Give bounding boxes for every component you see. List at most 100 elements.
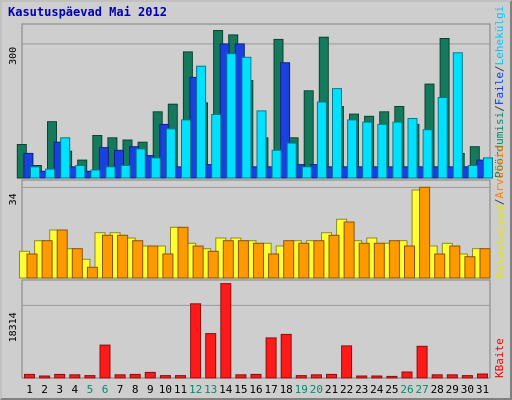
bar-arvuteid-day-28 — [434, 253, 446, 279]
x-tick-label-30: 30 — [461, 383, 474, 396]
bar-lehek-lgi-day-30 — [467, 165, 478, 179]
bar-arvuteid-day-4 — [71, 248, 83, 279]
bar-kbaite-day-11 — [175, 375, 186, 379]
x-tick-label-24: 24 — [370, 383, 384, 396]
bar-arvuteid-day-11 — [177, 226, 189, 279]
legend: KBaite — [493, 338, 506, 378]
x-tick-label-1: 1 — [26, 383, 33, 396]
bar-kbaite-day-20 — [310, 374, 322, 379]
x-tick-label-8: 8 — [132, 383, 139, 396]
bar-kbaite-day-13 — [205, 333, 217, 379]
bar-lehek-lgi-day-4 — [75, 165, 86, 179]
bar-arvuteid-day-26 — [404, 245, 415, 279]
x-tick-label-23: 23 — [355, 383, 368, 396]
x-tick-label-28: 28 — [431, 383, 444, 396]
x-tick-label-12: 12 — [189, 383, 202, 396]
bar-lehek-lgi-day-2 — [45, 168, 56, 179]
legend-separator: / — [493, 199, 506, 206]
bar-kbaite-day-5 — [84, 375, 96, 379]
bar-lehek-lgi-day-26 — [407, 118, 418, 179]
x-tick-label-7: 7 — [117, 383, 124, 396]
bar-lehek-lgi-day-16 — [256, 110, 267, 179]
x-tick-label-17: 17 — [264, 383, 277, 396]
bar-kbaite-day-18 — [280, 333, 292, 379]
bar-lehek-lgi-day-1 — [30, 166, 40, 179]
bar-arvuteid-day-19 — [298, 242, 310, 279]
bar-arvuteid-day-20 — [313, 240, 325, 279]
legend: Pöördumisi/Faile/Lehekülgi — [493, 6, 506, 178]
bar-kbaite-day-31 — [477, 373, 488, 379]
bar-lehek-lgi-day-31 — [483, 157, 493, 179]
bar-arvuteid-day-27 — [419, 186, 431, 279]
legend-entry: Lehekülgi — [493, 6, 506, 66]
bar-kbaite-day-14 — [220, 283, 232, 379]
legend-entry: Pöördumisi — [493, 112, 506, 178]
y-max-label: 18314 — [8, 312, 19, 342]
bar-lehek-lgi-day-15 — [241, 56, 252, 179]
bar-arvuteid-day-16 — [253, 242, 264, 279]
bar-kbaite-day-22 — [341, 345, 353, 379]
x-tick-label-5: 5 — [87, 383, 94, 396]
bar-arvuteid-day-14 — [222, 240, 234, 279]
bar-arvuteid-day-25 — [388, 240, 400, 279]
legend-entry: Arvuteid — [493, 146, 506, 199]
bar-faile-day-1 — [23, 152, 34, 179]
x-tick-label-13: 13 — [204, 383, 217, 396]
panel-bottom: 18314 KBaite — [8, 279, 506, 379]
legend-entry: Faile — [493, 72, 506, 105]
bar-kbaite-day-6 — [99, 344, 111, 379]
bar-arvuteid-day-10 — [162, 253, 174, 279]
x-tick-label-3: 3 — [56, 383, 63, 396]
bar-lehek-lgi-day-3 — [60, 137, 71, 179]
bar-arvuteid-day-24 — [373, 242, 385, 279]
bar-arvuteid-day-8 — [132, 240, 144, 279]
x-tick-label-20: 20 — [310, 383, 323, 396]
bar-lehek-lgi-day-23 — [362, 121, 373, 179]
bar-faile-day-7 — [114, 149, 124, 179]
x-tick-label-4: 4 — [71, 383, 78, 396]
bar-faile-day-18 — [280, 62, 291, 179]
x-tick-label-14: 14 — [219, 383, 233, 396]
bar-lehek-lgi-day-18 — [286, 142, 297, 179]
bar-kbaite-day-26 — [401, 371, 413, 379]
bar-arvuteid-day-18 — [283, 240, 295, 279]
bar-kbaite-day-25 — [386, 375, 398, 379]
x-tick-label-21: 21 — [325, 383, 338, 396]
chart-title: Kasutuspäevad Mai 2012 — [8, 5, 167, 19]
x-tick-label-6: 6 — [102, 383, 109, 396]
bar-faile-day-6 — [98, 147, 109, 179]
x-tick-label-15: 15 — [234, 383, 247, 396]
panel-plot-area — [21, 23, 491, 179]
x-tick-label-29: 29 — [446, 383, 459, 396]
bar-kbaite-day-2 — [39, 375, 51, 379]
bar-kbaite-day-23 — [356, 375, 368, 379]
bar-arvuteid-day-30 — [464, 256, 476, 279]
bar-lehek-lgi-day-13 — [211, 114, 222, 179]
bar-kbaite-day-10 — [159, 375, 171, 379]
bar-arvuteid-day-3 — [56, 229, 68, 279]
bar-arvuteid-day-23 — [358, 242, 370, 279]
x-tick-label-19: 19 — [295, 383, 308, 396]
bar-kbaite-day-15 — [235, 374, 247, 379]
bar-lehek-lgi-day-10 — [165, 128, 176, 179]
x-tick-label-16: 16 — [249, 383, 262, 396]
bar-kbaite-day-29 — [446, 374, 458, 379]
legend-entry: KBaite — [493, 338, 506, 378]
legend: Külastajaid/Arvuteid — [493, 146, 506, 278]
bar-kbaite-day-9 — [144, 371, 156, 379]
bar-lehek-lgi-day-20 — [316, 101, 327, 179]
bar-lehek-lgi-day-19 — [301, 166, 312, 179]
bar-kbaite-day-19 — [295, 375, 307, 379]
bar-kbaite-day-21 — [326, 373, 337, 379]
bar-kbaite-day-30 — [461, 375, 473, 379]
bar-lehek-lgi-day-7 — [120, 165, 131, 179]
x-tick-label-31: 31 — [476, 383, 489, 396]
bar-arvuteid-day-9 — [147, 245, 159, 279]
bar-kbaite-day-8 — [129, 373, 141, 379]
bar-kbaite-day-1 — [24, 373, 35, 379]
x-tick-label-25: 25 — [385, 383, 398, 396]
x-tick-label-26: 26 — [400, 383, 413, 396]
bar-lehek-lgi-day-27 — [422, 129, 433, 179]
bar-lehek-lgi-day-22 — [347, 119, 358, 179]
bar-kbaite-day-16 — [250, 373, 262, 379]
